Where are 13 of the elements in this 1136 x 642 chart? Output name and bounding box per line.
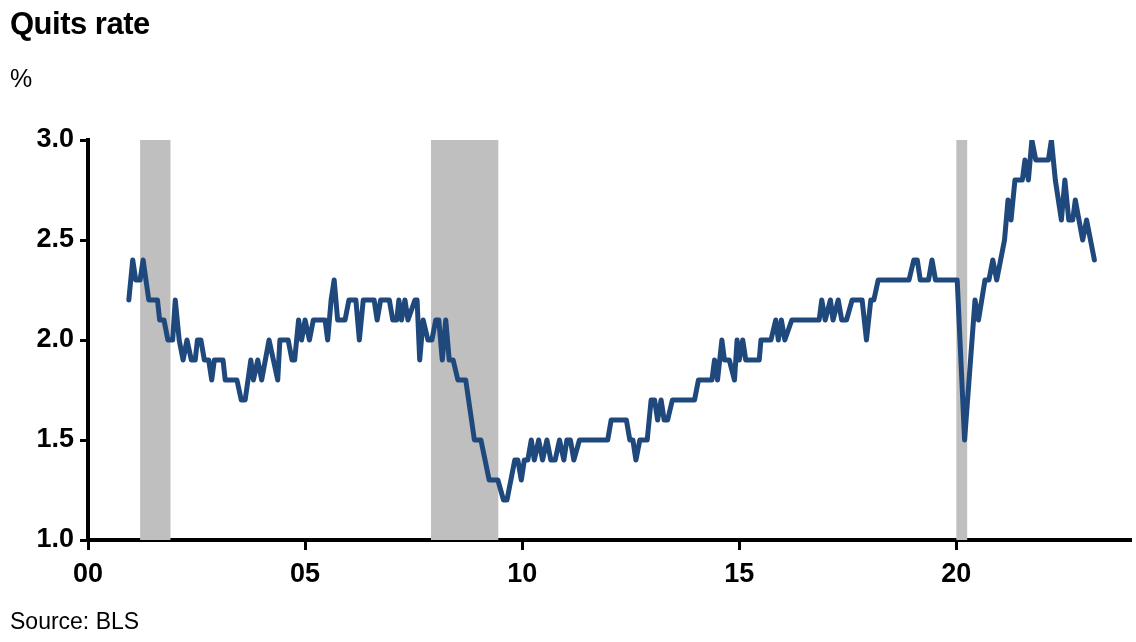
source-note: Source: BLS: [10, 608, 140, 635]
y-axis-title: %: [10, 64, 33, 93]
y-tick-label: 1.5: [36, 423, 74, 454]
y-tick-label: 3.0: [36, 123, 74, 154]
y-tick-label: 1.0: [36, 523, 74, 554]
x-tick-label: 05: [290, 557, 321, 588]
x-tick-label: 20: [941, 557, 972, 588]
x-tick-label: 10: [507, 557, 538, 588]
x-tick-label: 15: [724, 557, 755, 588]
x-tick-label: 00: [72, 557, 104, 588]
y-tick-label: 2.0: [36, 323, 74, 354]
y-tick-label: 2.5: [36, 223, 74, 254]
chart-title: Quits rate: [10, 6, 150, 42]
